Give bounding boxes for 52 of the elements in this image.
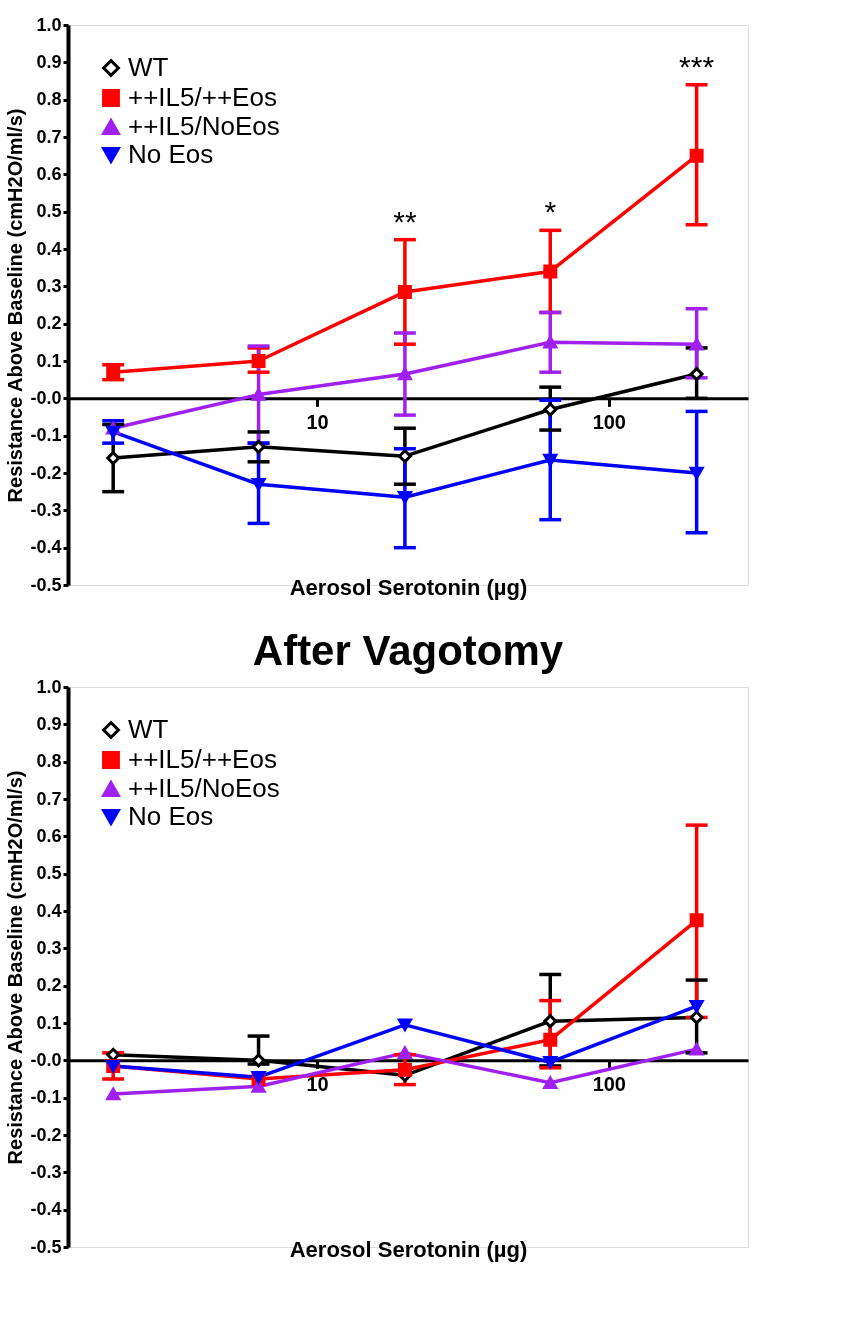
- y-tick-label: 0.6: [36, 825, 62, 846]
- legend-label: WT: [128, 714, 169, 744]
- y-tick-label: 0.8: [36, 751, 62, 772]
- legend-label: ++IL5/NoEos: [128, 773, 280, 803]
- x-axis-title: Aerosol Serotonin (µg): [289, 575, 528, 601]
- legend-label: ++IL5/++Eos: [128, 744, 277, 774]
- y-tick-label: 0.6: [36, 163, 62, 184]
- y-tick-label: 0.2: [36, 975, 62, 996]
- y-tick-label: 0.4: [36, 238, 62, 259]
- x-tick-label: 100: [592, 1072, 626, 1095]
- y-tick-label: 0.7: [36, 788, 62, 809]
- y-tick-label: -0.5: [30, 1236, 62, 1257]
- annotation: *: [544, 195, 557, 229]
- y-tick-label: -0.2: [30, 1124, 62, 1145]
- chart-title: After Vagotomy: [252, 627, 564, 674]
- y-axis-title: Resistance Above Baseline (cmH2O/ml/s): [4, 108, 27, 503]
- x-tick-label: 10: [306, 410, 329, 433]
- y-tick-label: 0.5: [36, 201, 62, 222]
- y-tick-label: 0.3: [36, 275, 62, 296]
- legend-label: No Eos: [128, 801, 214, 831]
- x-tick-label: 100: [592, 410, 626, 433]
- legend-label: No Eos: [128, 139, 214, 169]
- y-tick-label: -0.1: [30, 425, 62, 446]
- y-tick-label: 0.1: [36, 1012, 62, 1033]
- y-tick-label: 0.2: [36, 313, 62, 334]
- x-axis-title: Aerosol Serotonin (µg): [289, 1237, 528, 1263]
- y-tick-label: 0.9: [36, 713, 62, 734]
- x-tick-label: 10: [306, 1072, 329, 1095]
- y-tick-label: -0.4: [30, 1199, 62, 1220]
- y-tick-label: -0.3: [30, 1161, 62, 1182]
- annotation: **: [393, 204, 417, 238]
- y-tick-label: -0.0: [30, 1049, 62, 1070]
- y-tick-label: 1.0: [36, 676, 62, 697]
- y-tick-label: 0.9: [36, 51, 62, 72]
- y-tick-label: -0.2: [30, 462, 62, 483]
- legend-label: WT: [128, 52, 169, 82]
- annotation: ***: [679, 49, 715, 83]
- y-tick-label: 0.1: [36, 350, 62, 371]
- y-tick-label: 0.8: [36, 89, 62, 110]
- y-tick-label: -0.5: [30, 574, 62, 595]
- legend-label: ++IL5/++Eos: [128, 82, 277, 112]
- y-tick-label: 0.5: [36, 863, 62, 884]
- legend-label: ++IL5/NoEos: [128, 111, 280, 141]
- y-tick-label: 0.3: [36, 937, 62, 958]
- y-tick-label: -0.3: [30, 499, 62, 520]
- y-tick-label: 0.4: [36, 900, 62, 921]
- y-tick-label: -0.4: [30, 537, 62, 558]
- y-tick-label: -0.0: [30, 387, 62, 408]
- y-tick-label: -0.1: [30, 1087, 62, 1108]
- y-axis-title: Resistance Above Baseline (cmH2O/ml/s): [4, 770, 27, 1165]
- y-tick-label: 1.0: [36, 14, 62, 35]
- y-tick-label: 0.7: [36, 126, 62, 147]
